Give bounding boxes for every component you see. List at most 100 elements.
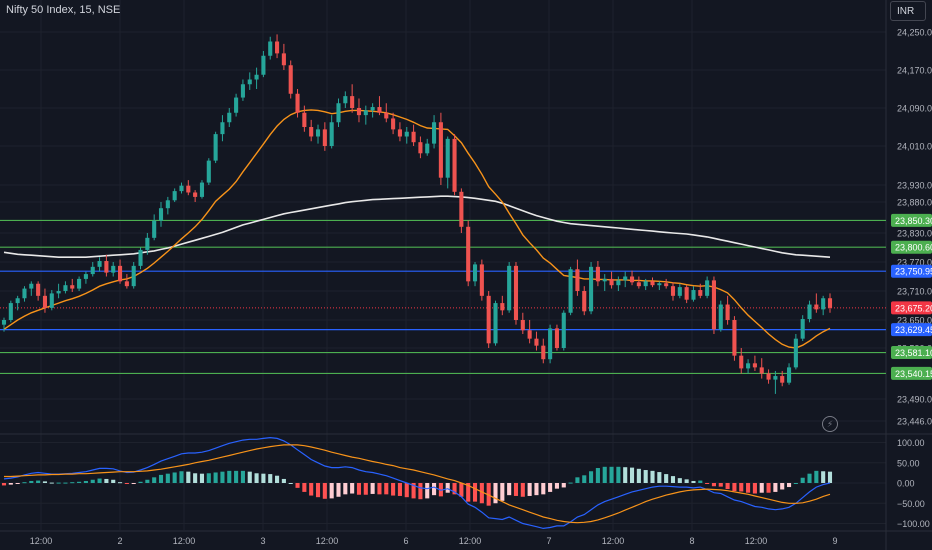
price-tag-label: 23,581.10 (895, 348, 932, 358)
candle (240, 79, 245, 101)
time-axis-label: 8 (689, 536, 694, 546)
candle-body (90, 266, 95, 275)
ema-slow-path (3, 195, 831, 259)
candle-body (814, 304, 819, 310)
candle-body (766, 373, 771, 380)
histogram-bar (793, 483, 798, 484)
candle (438, 112, 443, 185)
histogram-bar (418, 483, 423, 500)
candle-body (152, 220, 157, 238)
candle-body (452, 138, 457, 192)
histogram-bar (343, 483, 348, 495)
indicator-axis[interactable]: 100.00 50.00 0.00 −50.00 −100.00 (897, 438, 930, 529)
candle (466, 220, 471, 287)
histogram-bar (623, 467, 628, 483)
price-axis-tick: 23,830.00 (897, 229, 932, 239)
candle (193, 190, 198, 202)
histogram-bar (650, 470, 655, 483)
candle (418, 136, 423, 159)
candle (275, 34, 280, 59)
histogram-bar (193, 473, 198, 483)
histogram-bar (172, 472, 177, 483)
price-tag-label: 23,540.15 (895, 369, 932, 379)
candle (247, 72, 252, 90)
candle (350, 84, 355, 113)
candle-body (240, 84, 245, 98)
histogram-bar (336, 483, 341, 497)
candle (657, 281, 662, 291)
histogram-bar (15, 483, 20, 484)
time-axis[interactable]: 12:00 2 12:00 3 12:00 6 12:00 7 12:00 8 12:00 9 (30, 536, 838, 546)
candle-body (629, 276, 635, 283)
histogram-bar (138, 481, 143, 483)
candle (220, 115, 225, 142)
histogram-bar (63, 482, 68, 484)
candle (268, 36, 273, 60)
candle-body (609, 278, 614, 286)
candle (773, 370, 778, 394)
candle (315, 124, 321, 144)
histogram-bar (397, 483, 402, 496)
histogram-bar (493, 483, 498, 504)
price-axis-tick: 23,930.00 (897, 181, 932, 191)
candle (172, 188, 177, 202)
time-axis-label: 3 (260, 536, 265, 546)
histogram-bar (56, 482, 61, 484)
candle-body (49, 293, 54, 308)
candle-body (670, 286, 676, 296)
currency-button[interactable]: INR (890, 1, 926, 21)
candle-body (752, 363, 757, 368)
histogram-bar (83, 480, 88, 483)
candle-body (527, 330, 532, 339)
histogram-bar (780, 483, 785, 490)
histogram-bar (643, 470, 648, 483)
histogram-bar (145, 479, 150, 483)
candle (138, 247, 143, 270)
histogram-bar (582, 475, 587, 483)
histogram-bar (309, 483, 314, 496)
candle-body (42, 295, 48, 308)
candle-body (821, 298, 826, 310)
candle-body (15, 298, 20, 304)
candle (561, 310, 566, 351)
histogram-bar (725, 483, 730, 490)
candle-body (541, 345, 546, 360)
candle (97, 257, 102, 272)
candle-body (124, 281, 129, 287)
histogram-bar (356, 483, 362, 495)
histogram-bar (636, 468, 641, 483)
histogram-bar (363, 483, 368, 495)
lightning-bolt-icon[interactable]: ⚡ (822, 416, 838, 432)
histogram-bar (739, 483, 744, 492)
candle-body (780, 376, 785, 383)
price-axis-tick: 23,710.00 (897, 287, 932, 297)
candle (90, 262, 95, 277)
histogram-bar (759, 483, 764, 493)
candle (780, 370, 785, 387)
price-tags: 23,850.30 23,800.60 23,750.95 23,675.20 23,6… (891, 213, 932, 380)
histogram-bar (29, 480, 34, 483)
candle-body (363, 110, 368, 116)
histogram-bar (281, 478, 286, 483)
candle-body (22, 288, 27, 299)
candle (8, 300, 13, 323)
histogram-bar (520, 483, 525, 497)
signal-line (4, 444, 831, 524)
histogram-bar (118, 482, 123, 484)
histogram-bar (575, 477, 580, 483)
candle (309, 119, 314, 142)
candle (425, 138, 430, 156)
candle-body (172, 191, 177, 201)
price-tag-bg (891, 240, 932, 254)
candle-body (650, 281, 655, 286)
candle (254, 67, 259, 89)
candle-body (397, 129, 402, 137)
candle (616, 276, 621, 291)
candle-body (315, 129, 321, 137)
candle-body (145, 237, 150, 250)
candle (234, 93, 239, 117)
candle-body (500, 303, 505, 311)
histogram-bar (234, 470, 239, 483)
candle-body (275, 41, 280, 54)
